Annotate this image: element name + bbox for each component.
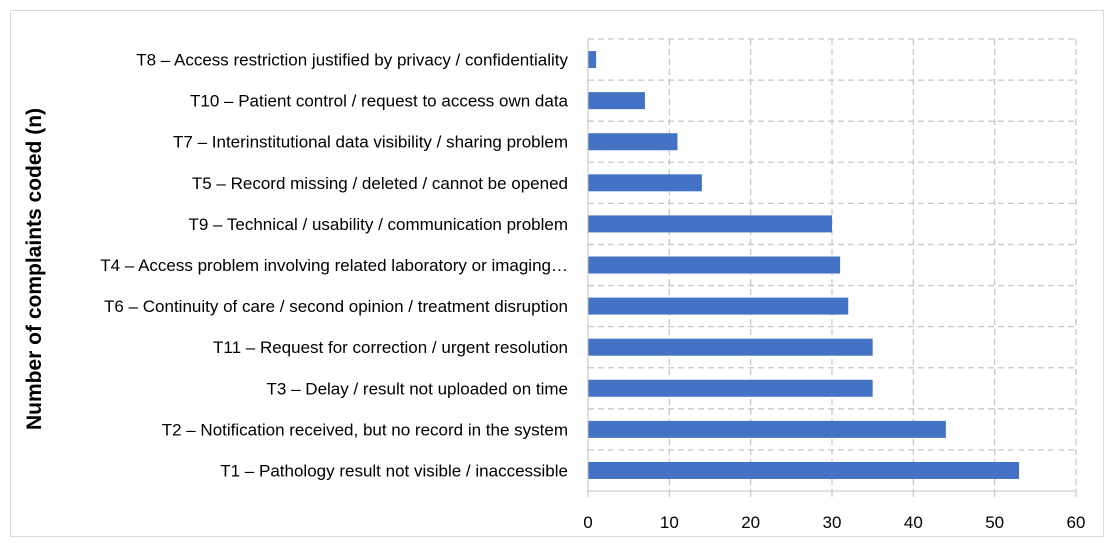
bar <box>588 297 849 315</box>
category-label: T2 – Notification received, but no recor… <box>162 420 568 439</box>
x-tick-label: 60 <box>1067 513 1086 532</box>
bar <box>588 379 873 397</box>
category-label: T4 – Access problem involving related la… <box>100 256 568 275</box>
category-label: T6 – Continuity of care / second opinion… <box>104 297 568 316</box>
bar <box>588 215 832 233</box>
bar <box>588 174 702 192</box>
bar <box>588 420 946 438</box>
x-tick-label: 0 <box>583 513 592 532</box>
bar <box>588 133 678 151</box>
y-axis-title: Number of complaints coded (n) <box>23 108 46 430</box>
x-tick-label: 20 <box>741 513 760 532</box>
category-label: T10 – Patient control / request to acces… <box>190 92 569 111</box>
x-tick-label: 30 <box>823 513 842 532</box>
category-label: T8 – Access restriction justified by pri… <box>136 51 568 70</box>
x-tick-label: 10 <box>660 513 679 532</box>
category-label: T5 – Record missing / deleted / cannot b… <box>192 174 568 193</box>
bar <box>588 338 873 356</box>
x-tick-label: 40 <box>904 513 923 532</box>
category-label: T3 – Delay / result not uploaded on time <box>267 379 568 398</box>
x-tick-labels: 0 10 20 30 40 50 60 <box>583 513 1085 532</box>
bar <box>588 461 1020 479</box>
bars-layer <box>588 51 1020 479</box>
bar <box>588 92 645 110</box>
category-label: T9 – Technical / usability / communicati… <box>188 215 568 234</box>
bar <box>588 256 841 274</box>
category-labels: T8 – Access restriction justified by pri… <box>100 51 568 481</box>
category-label: T1 – Pathology result not visible / inac… <box>220 461 568 480</box>
bar <box>588 51 597 69</box>
category-label: T7 – Interinstitutional data visibility … <box>173 133 568 152</box>
x-tick-label: 50 <box>985 513 1004 532</box>
category-label: T11 – Request for correction / urgent re… <box>213 338 568 357</box>
axis-layer <box>587 39 1077 497</box>
chart-frame <box>10 10 1104 537</box>
